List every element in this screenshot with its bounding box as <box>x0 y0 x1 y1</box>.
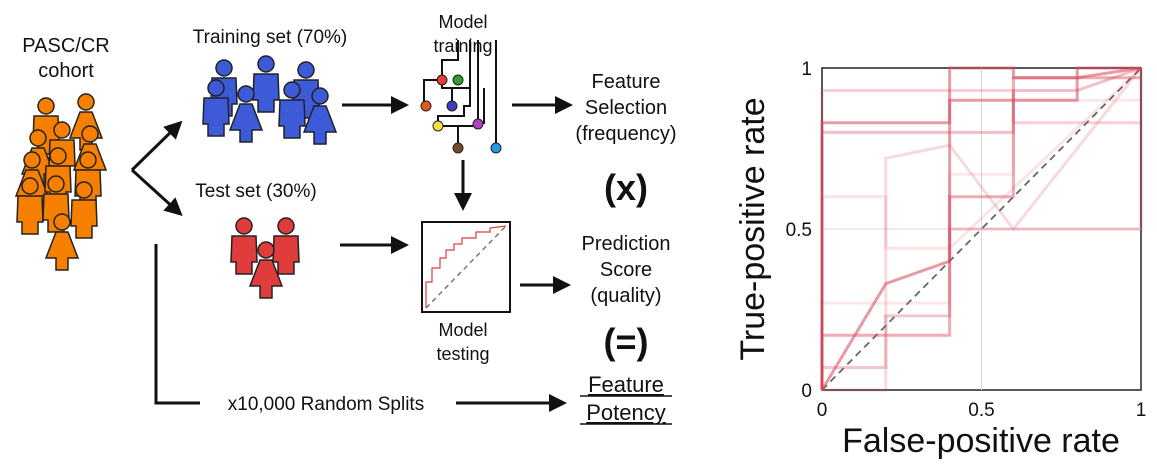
roc-series-line-8 <box>820 98 1141 390</box>
training-set-label: Training set (70%) <box>193 27 348 48</box>
test-set-label: Test set (30%) <box>195 181 316 202</box>
roc-diagonal-reference <box>821 67 1142 391</box>
feature-selection-line1: Feature <box>592 71 661 93</box>
feature-potency-line2: Potency <box>586 400 666 425</box>
times-symbol: (x) <box>604 167 648 208</box>
roc-y-tick-label: 0.5 <box>786 220 812 241</box>
split-arrow-training <box>130 120 183 172</box>
roc-series-line-2 <box>820 76 1141 390</box>
training-person-icon <box>252 55 280 113</box>
roc-series-line-7 <box>820 66 1143 390</box>
roc-grid <box>822 68 1141 390</box>
roc-series-line-0 <box>820 66 1142 390</box>
roc-x-tick-label: 0.5 <box>968 400 994 421</box>
roc-series-line-1 <box>820 66 1141 391</box>
random-splits-label: x10,000 Random Splits <box>228 394 424 415</box>
model-testing-roc-icon <box>421 221 511 313</box>
roc-series-line-4 <box>820 68 1143 390</box>
roc-y-axis-label: True-positive rate <box>734 97 772 360</box>
split-arrow-test <box>130 168 183 217</box>
model-training-label-line1: Model <box>438 12 487 32</box>
roc-x-axis-label: False-positive rate <box>842 422 1120 460</box>
feature-selection-line3: (frequency) <box>575 123 676 145</box>
roc-series-line-3 <box>820 66 1142 390</box>
cohort-label-line2: cohort <box>38 60 94 82</box>
roc-x-tick-label: 1 <box>1136 400 1147 421</box>
prediction-score-line2: Score <box>600 259 652 281</box>
roc-chart: 0 0.5 1 0 0.5 1 False-positive rate True-posi… <box>734 59 1146 460</box>
model-testing-label-line1: Model <box>438 320 487 340</box>
model-training-label-line2: training <box>433 36 492 56</box>
cohort-label-line1: PASC/CR <box>22 35 109 57</box>
feature-selection-line2: Selection <box>585 97 667 119</box>
roc-series-line-6 <box>822 67 1143 392</box>
decision-tree-icon <box>420 40 502 154</box>
roc-series-line-5 <box>820 89 1141 390</box>
test-people-icon <box>230 217 300 299</box>
roc-ticks: 0 0.5 1 0 0.5 1 <box>786 59 1147 421</box>
roc-y-tick-label: 0 <box>801 381 812 402</box>
prediction-score-line3: (quality) <box>590 285 661 307</box>
random-splits-loop-line <box>154 244 200 405</box>
roc-series-group <box>820 66 1143 392</box>
roc-x-tick-label: 0 <box>817 400 828 421</box>
prediction-score-line1: Prediction <box>582 233 671 255</box>
cohort-people-icon <box>15 93 107 271</box>
roc-y-tick-label: 1 <box>801 59 812 80</box>
model-testing-label-line2: testing <box>436 344 489 364</box>
test-person-icon <box>272 217 300 275</box>
test-person-icon <box>230 217 258 275</box>
training-people-icon <box>202 55 337 145</box>
equals-symbol: (=) <box>604 321 649 362</box>
feature-potency-line1: Feature <box>588 372 664 397</box>
